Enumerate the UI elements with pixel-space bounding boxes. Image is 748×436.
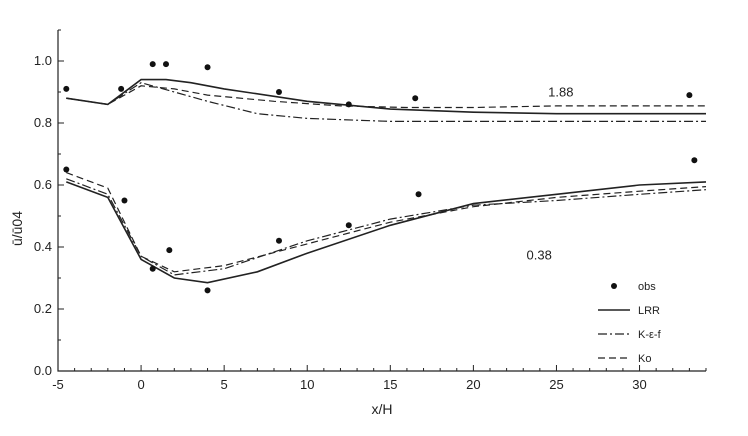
legend-marker-obs bbox=[611, 283, 617, 289]
points-layer bbox=[63, 61, 698, 294]
obs-point bbox=[163, 61, 169, 68]
x-tick-label: 20 bbox=[466, 377, 480, 392]
obs-point bbox=[149, 265, 156, 272]
curve-annotation: 0.38 bbox=[527, 247, 552, 262]
axes: -5 0 5 10 15 20 25 30 0.0 0.2 0.4 0.6 0.8 1.0 x/H ū/ū04 bbox=[9, 29, 707, 417]
y-tick-label: 1.0 bbox=[34, 53, 52, 68]
obs-point bbox=[149, 61, 156, 68]
obs-point bbox=[415, 191, 422, 198]
annotation-layer: 1.88 0.38 bbox=[527, 85, 574, 263]
y-tick-label: 0.6 bbox=[34, 177, 52, 192]
x-tick-label: 15 bbox=[383, 377, 397, 392]
y-tick-label: 0.2 bbox=[34, 301, 52, 316]
legend-label: LRR bbox=[638, 305, 660, 317]
x-tick-label: 0 bbox=[137, 377, 144, 392]
curve-annotation: 1.88 bbox=[548, 85, 573, 100]
x-axis-label: x/H bbox=[372, 401, 393, 417]
obs-point bbox=[345, 222, 352, 229]
obs-point bbox=[345, 101, 352, 108]
obs-point bbox=[204, 64, 211, 71]
axis-frame bbox=[57, 30, 706, 372]
legend: obs LRR K-ε-f Ko bbox=[598, 281, 662, 365]
obs-point bbox=[204, 287, 211, 294]
series-line-dashdot bbox=[66, 178, 707, 276]
x-tick-label: 10 bbox=[300, 377, 314, 392]
series-layer bbox=[66, 78, 707, 284]
obs-point bbox=[121, 197, 128, 204]
x-tick-label: 5 bbox=[221, 377, 228, 392]
y-tick-label: 0.0 bbox=[34, 363, 52, 378]
legend-label: K-ε-f bbox=[638, 329, 662, 341]
obs-point bbox=[686, 92, 693, 99]
legend-label: obs bbox=[638, 281, 656, 293]
obs-point bbox=[63, 166, 70, 173]
x-tick-label: 30 bbox=[632, 377, 646, 392]
obs-point bbox=[275, 237, 282, 244]
obs-point bbox=[118, 85, 125, 92]
series-line-solid bbox=[66, 78, 706, 115]
x-tick-label: -5 bbox=[52, 377, 64, 392]
y-tick-label: 0.8 bbox=[34, 115, 52, 130]
series-line-solid bbox=[66, 181, 707, 284]
obs-point bbox=[275, 89, 282, 95]
obs-point bbox=[412, 95, 419, 102]
y-axis-label: ū/ū04 bbox=[9, 211, 25, 246]
series-line-dashed bbox=[66, 85, 706, 109]
y-tick-label: 0.4 bbox=[34, 239, 52, 254]
x-tick-label: 25 bbox=[549, 377, 563, 392]
obs-point bbox=[63, 85, 70, 92]
legend-label: Ko bbox=[638, 353, 651, 365]
obs-point bbox=[166, 247, 173, 254]
series-line-dashed bbox=[66, 172, 707, 273]
series-line-dashdot bbox=[66, 82, 706, 122]
obs-point bbox=[691, 157, 698, 164]
